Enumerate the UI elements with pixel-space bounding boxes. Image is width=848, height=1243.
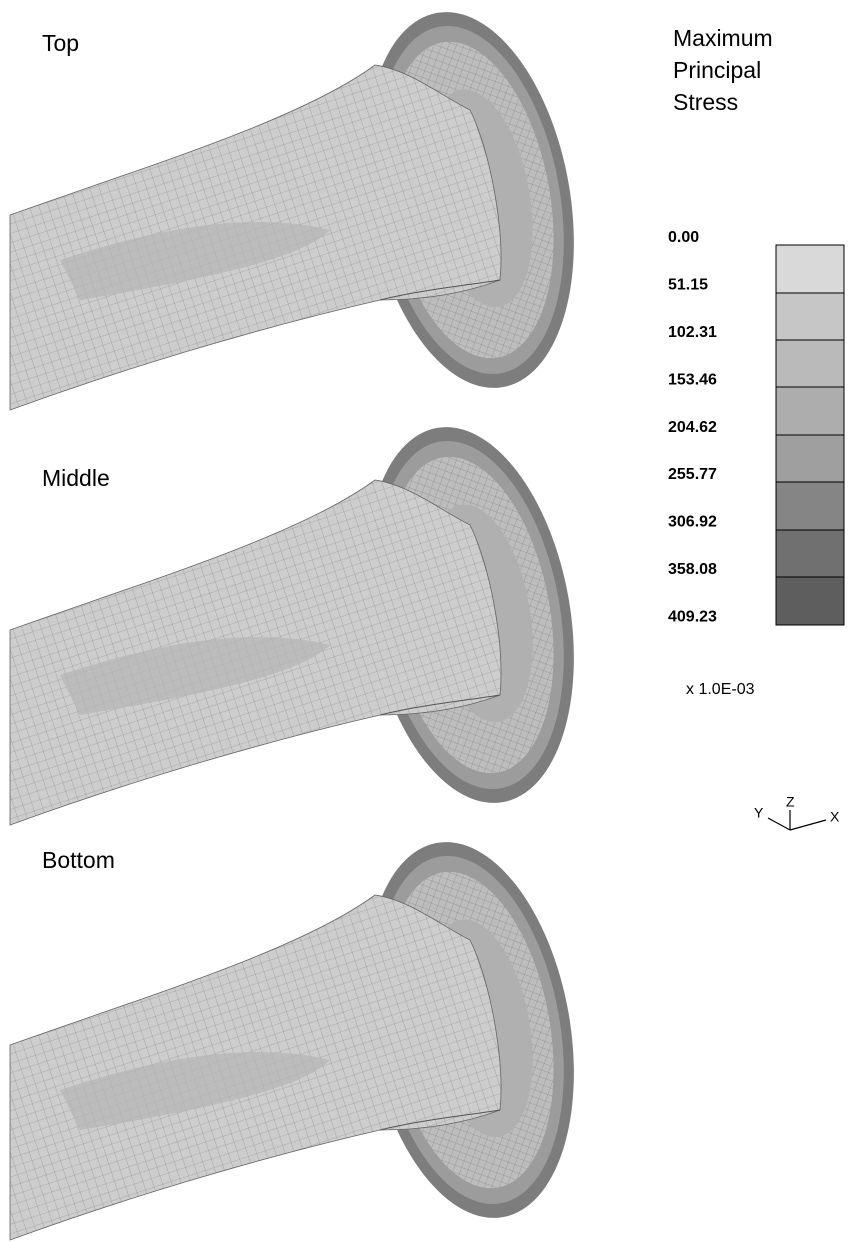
panel-top xyxy=(10,0,601,410)
legend-label: 204.62 xyxy=(668,419,717,436)
legend-label: 255.77 xyxy=(668,466,717,483)
axis-x: X xyxy=(830,809,840,825)
legend-label: 102.31 xyxy=(668,324,717,341)
legend-label: 153.46 xyxy=(668,371,717,388)
axis-y: Y xyxy=(754,805,764,821)
legend-label: 51.15 xyxy=(668,277,708,294)
legend-label: 306.92 xyxy=(668,514,717,531)
legend-scale: x 1.0E-03 xyxy=(686,681,755,698)
axis-triad xyxy=(768,810,826,830)
axis-z: Z xyxy=(786,794,795,810)
legend-bands xyxy=(776,245,844,625)
panel-bottom xyxy=(10,826,601,1240)
legend-title: Stress xyxy=(673,89,738,115)
panel-label: Top xyxy=(42,30,79,56)
panel-label: Middle xyxy=(42,465,110,491)
figure: Top Middle Bottom Maximum Principal Stre… xyxy=(0,0,848,1243)
legend-label: 409.23 xyxy=(668,608,717,625)
legend-label: 0.00 xyxy=(668,229,699,246)
legend-label: 358.08 xyxy=(668,561,717,578)
legend-title: Maximum xyxy=(673,25,773,51)
panel-label: Bottom xyxy=(42,847,115,873)
legend-title: Principal xyxy=(673,57,761,83)
